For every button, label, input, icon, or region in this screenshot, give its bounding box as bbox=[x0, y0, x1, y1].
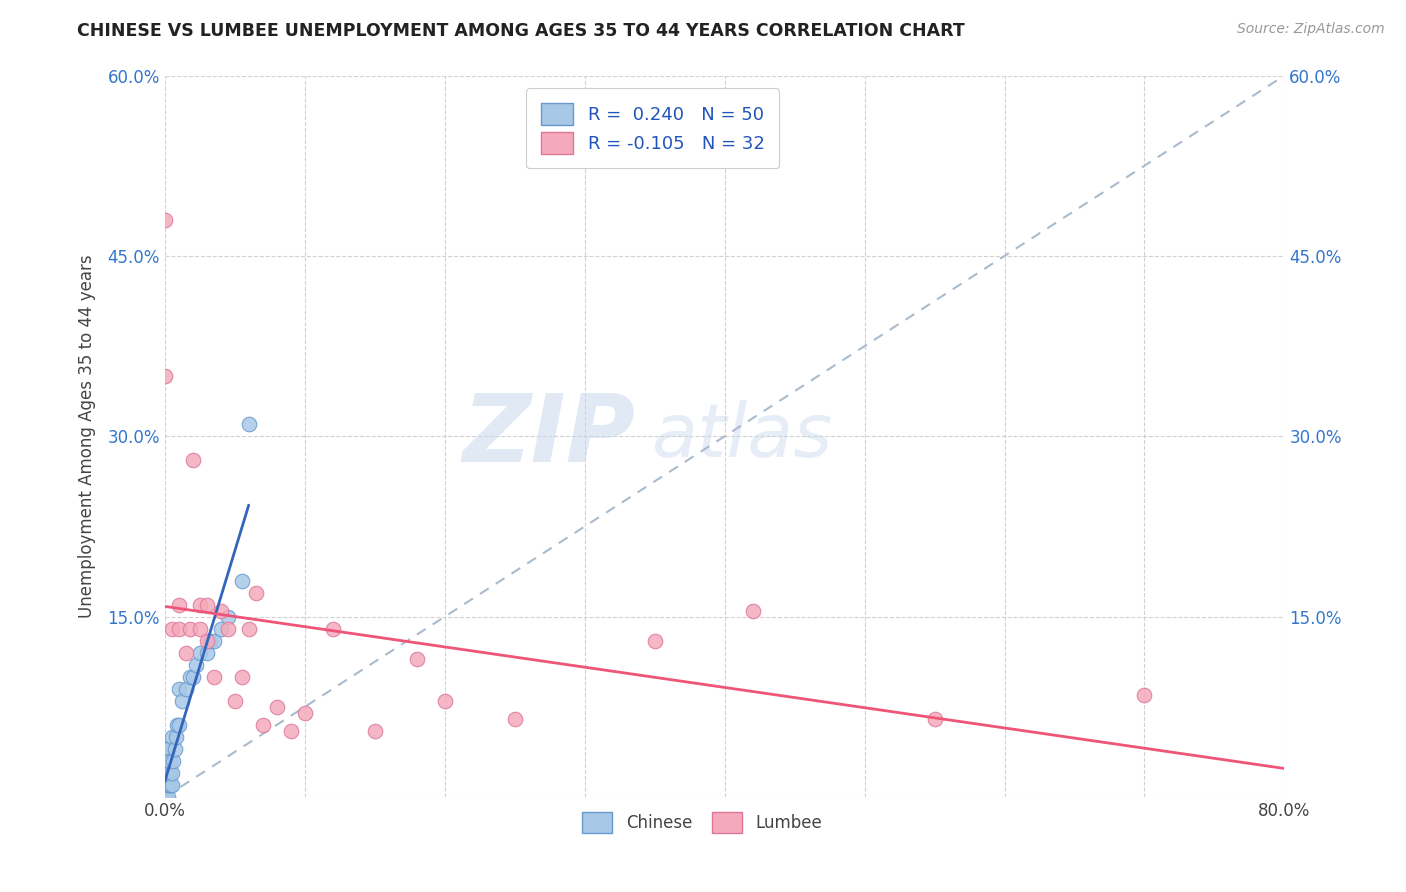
Text: Source: ZipAtlas.com: Source: ZipAtlas.com bbox=[1237, 22, 1385, 37]
Legend: Chinese, Lumbee: Chinese, Lumbee bbox=[575, 805, 828, 839]
Point bbox=[174, 646, 197, 660]
Point bbox=[181, 453, 204, 467]
Point bbox=[153, 778, 176, 792]
Point bbox=[153, 790, 176, 805]
Point bbox=[160, 778, 183, 792]
Point bbox=[165, 730, 187, 744]
Point bbox=[188, 622, 211, 636]
Point bbox=[167, 598, 190, 612]
Point bbox=[202, 670, 225, 684]
Point bbox=[153, 212, 176, 227]
Point bbox=[153, 790, 176, 805]
Point bbox=[153, 742, 176, 756]
Point bbox=[156, 742, 179, 756]
Text: CHINESE VS LUMBEE UNEMPLOYMENT AMONG AGES 35 TO 44 YEARS CORRELATION CHART: CHINESE VS LUMBEE UNEMPLOYMENT AMONG AGE… bbox=[77, 22, 965, 40]
Point bbox=[159, 766, 181, 780]
Point bbox=[181, 670, 204, 684]
Point bbox=[741, 604, 763, 618]
Point bbox=[160, 622, 183, 636]
Point bbox=[280, 723, 302, 738]
Point bbox=[179, 622, 201, 636]
Point bbox=[157, 778, 180, 792]
Text: ZIP: ZIP bbox=[463, 391, 636, 483]
Point bbox=[166, 718, 188, 732]
Point bbox=[188, 598, 211, 612]
Point bbox=[209, 604, 232, 618]
Point bbox=[155, 778, 177, 792]
Point bbox=[156, 778, 179, 792]
Point bbox=[155, 778, 177, 792]
Point bbox=[155, 790, 177, 805]
Point bbox=[159, 754, 181, 768]
Point bbox=[202, 633, 225, 648]
Point bbox=[155, 766, 177, 780]
Point bbox=[503, 712, 526, 726]
Point bbox=[195, 646, 218, 660]
Point bbox=[167, 622, 190, 636]
Text: atlas: atlas bbox=[652, 401, 834, 473]
Point bbox=[195, 598, 218, 612]
Point bbox=[157, 766, 180, 780]
Point bbox=[231, 574, 253, 588]
Point bbox=[363, 723, 385, 738]
Point bbox=[174, 681, 197, 696]
Point bbox=[155, 742, 177, 756]
Point bbox=[167, 681, 190, 696]
Point bbox=[153, 778, 176, 792]
Point bbox=[179, 670, 201, 684]
Point bbox=[322, 622, 344, 636]
Point bbox=[405, 652, 427, 666]
Point bbox=[433, 694, 456, 708]
Point bbox=[224, 694, 246, 708]
Point bbox=[195, 633, 218, 648]
Point bbox=[170, 694, 193, 708]
Point bbox=[644, 633, 666, 648]
Point bbox=[188, 646, 211, 660]
Point bbox=[245, 585, 267, 599]
Point bbox=[167, 718, 190, 732]
Point bbox=[153, 754, 176, 768]
Point bbox=[153, 790, 176, 805]
Point bbox=[160, 766, 183, 780]
Point bbox=[217, 622, 239, 636]
Point bbox=[1133, 688, 1156, 702]
Point bbox=[156, 790, 179, 805]
Point bbox=[231, 670, 253, 684]
Point bbox=[153, 369, 176, 384]
Point bbox=[155, 754, 177, 768]
Point bbox=[294, 706, 316, 720]
Point bbox=[153, 790, 176, 805]
Point bbox=[156, 754, 179, 768]
Point bbox=[157, 754, 180, 768]
Point bbox=[160, 730, 183, 744]
Point bbox=[153, 790, 176, 805]
Point bbox=[252, 718, 274, 732]
Point bbox=[156, 766, 179, 780]
Point bbox=[217, 609, 239, 624]
Point bbox=[266, 700, 288, 714]
Point bbox=[155, 790, 177, 805]
Point bbox=[153, 766, 176, 780]
Point bbox=[198, 633, 221, 648]
Point bbox=[238, 622, 260, 636]
Point bbox=[162, 754, 184, 768]
Point bbox=[184, 657, 207, 672]
Point bbox=[238, 417, 260, 432]
Y-axis label: Unemployment Among Ages 35 to 44 years: Unemployment Among Ages 35 to 44 years bbox=[79, 254, 96, 618]
Point bbox=[159, 778, 181, 792]
Point bbox=[924, 712, 946, 726]
Point bbox=[209, 622, 232, 636]
Point bbox=[163, 742, 186, 756]
